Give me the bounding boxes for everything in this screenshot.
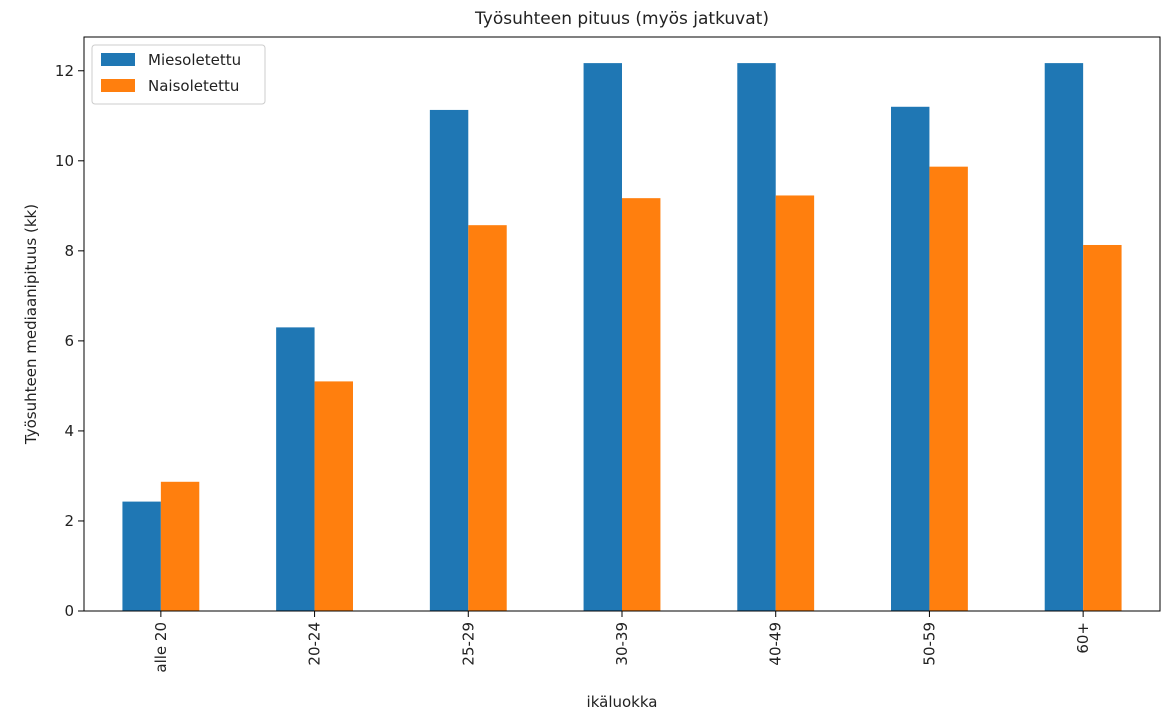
bar-naisoletettu-3 [622,198,661,612]
bar-naisoletettu-0 [160,481,200,611]
legend-label-miesoletettu: Miesoletettu [148,51,241,69]
x-tick-label: 50-59 [920,622,938,666]
bar-naisoletettu-5 [929,166,968,611]
legend-label-naisoletettu: Naisoletettu [148,77,239,95]
bar-naisoletettu-1 [314,381,353,611]
y-tick-label: 12 [55,62,74,80]
y-tick-label: 10 [55,152,74,170]
bar-miesoletettu-5 [891,106,930,611]
y-tick-label: 6 [64,332,74,350]
bar-miesoletettu-4 [737,63,776,612]
y-tick-label: 4 [64,422,74,440]
legend-swatch-naisoletettu [101,79,135,92]
x-tick-label: 30-39 [613,622,631,666]
x-tick-label: 60+ [1074,622,1092,654]
x-tick-label: 20-24 [306,622,324,666]
plot-area: 0 2 4 6 8 10 12 alle 20 20-24 25-29 30-39 40-49 50-5… [55,36,1161,673]
bar-naisoletettu-4 [775,195,815,611]
legend-box [91,44,266,105]
x-tick-label: alle 20 [152,622,170,673]
chart-title: Työsuhteen pituus (myös jatkuvat) [474,9,769,29]
bar-miesoletettu-3 [583,63,622,612]
bar-miesoletettu-6 [1044,63,1084,612]
bar-miesoletettu-2 [429,109,469,612]
y-axis-label: Työsuhteen mediaanipituus (kk) [22,204,40,445]
bar-miesoletettu-0 [122,501,161,611]
x-axis-label: ikäluokka [587,693,658,711]
y-tick-label: 2 [64,512,74,530]
x-tick-label: 25-29 [459,622,477,666]
y-tick-label: 0 [64,602,74,620]
legend: Miesoletettu Naisoletettu [91,44,266,105]
y-tick-label: 8 [64,242,74,260]
bar-naisoletettu-6 [1083,244,1122,612]
legend-swatch-miesoletettu [101,53,135,66]
x-tick-label: 40-49 [767,622,785,666]
bar-naisoletettu-2 [468,225,507,611]
bar-miesoletettu-1 [276,327,315,611]
